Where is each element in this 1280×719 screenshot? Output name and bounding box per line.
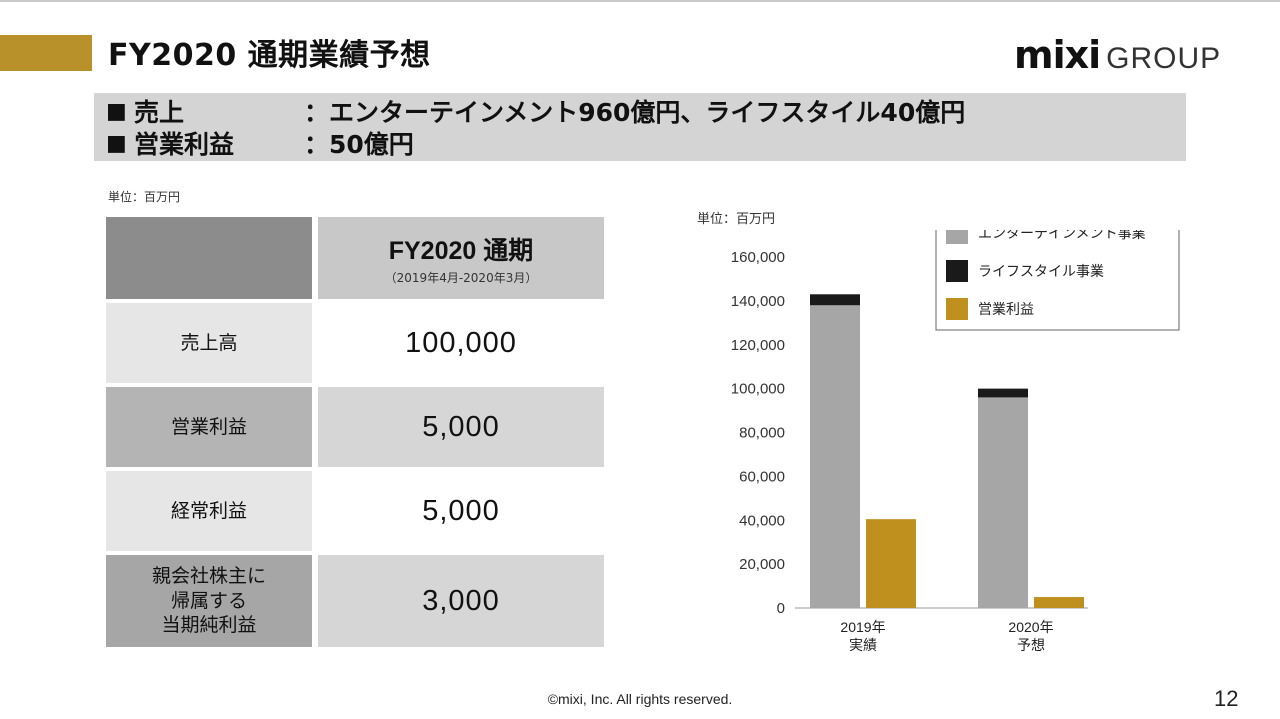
summary-value: ：エンターテインメント960億円、ライフスタイル40億円 [304,98,966,127]
page-number: 12 [1214,686,1239,711]
x-tick-label: 実績 [849,637,877,653]
summary-row-operating-profit: ■ 営業利益 ：50億円 [106,127,1186,159]
bar-lifestyle [810,294,860,306]
legend-box [935,230,1180,331]
y-tick-label: 160,000 [731,249,785,266]
y-tick-label: 100,000 [731,381,785,398]
legend-label: 営業利益 [978,301,1034,317]
y-tick-label: 120,000 [731,337,785,354]
legend-swatch [946,298,968,320]
y-tick-label: 60,000 [739,468,785,485]
bar-entertainment [810,305,860,608]
chart-unit-label: 単位：百万円 [697,212,776,227]
bar-operating-profit [866,519,916,608]
legend-swatch [946,260,968,282]
square-bullet-icon: ■ [106,98,127,124]
y-tick-label: 20,000 [739,556,785,573]
page-title: FY2020 通期業績予想 [108,38,431,73]
logo-group: GROUP [1106,42,1222,75]
summary-value: ：50億円 [304,130,414,159]
x-tick-label: 2020年 [1008,619,1053,635]
summary-label: 営業利益 [134,130,235,159]
sales-profit-chart: 160,000 140,000 120,000 100,000 80,000 60,000… [731,230,1180,653]
y-tick-label: 80,000 [739,425,785,442]
table-header: FY2020 通期 （2019年4月-2020年3月） [318,217,604,299]
x-tick-label: 予想 [1017,637,1045,653]
x-tick-label: 2019年 [840,619,885,635]
title-accent-bar [0,35,92,71]
table-header-title: FY2020 通期 [388,236,534,265]
square-bullet-icon: ■ [106,130,127,156]
y-tick-label: 140,000 [731,293,785,310]
row-label-net-income: 親会社株主に 帰属する 当期純利益 [106,555,312,647]
summary-row-sales: ■ 売上 ：エンターテインメント960億円、ライフスタイル40億円 [106,95,1186,127]
logo-mixi: mixi [1014,33,1101,77]
row-label-sales: 売上高 [106,303,312,383]
bar-entertainment [978,397,1028,608]
legend-label: ライフスタイル事業 [978,263,1104,279]
bar-operating-profit [1034,597,1084,608]
row-value-sales: 100,000 [318,303,604,383]
row-value-net-income: 3,000 [318,555,604,647]
top-divider [0,0,1280,2]
summary-label: 売上 [134,98,185,127]
copyright: ©mixi, Inc. All rights reserved. [547,691,733,707]
y-tick-label: 0 [777,600,785,617]
y-tick-label: 40,000 [739,512,785,529]
table-unit-label: 単位：百万円 [108,190,181,204]
legend-label: エンターテインメント事業 [978,230,1146,241]
row-value-ordinary-profit: 5,000 [318,471,604,551]
summary-box: ■ 売上 ：エンターテインメント960億円、ライフスタイル40億円 ■ 営業利益… [94,93,1186,161]
row-value-operating-profit: 5,000 [318,387,604,467]
table-header-period: （2019年4月-2020年3月） [384,270,538,285]
row-label-ordinary-profit: 経常利益 [106,471,312,551]
legend-swatch [946,230,968,244]
row-label-operating-profit: 営業利益 [106,387,312,467]
table-header-blank [106,217,312,299]
mixi-group-logo: mixi GROUP [1014,33,1221,77]
bar-lifestyle [978,388,1028,398]
